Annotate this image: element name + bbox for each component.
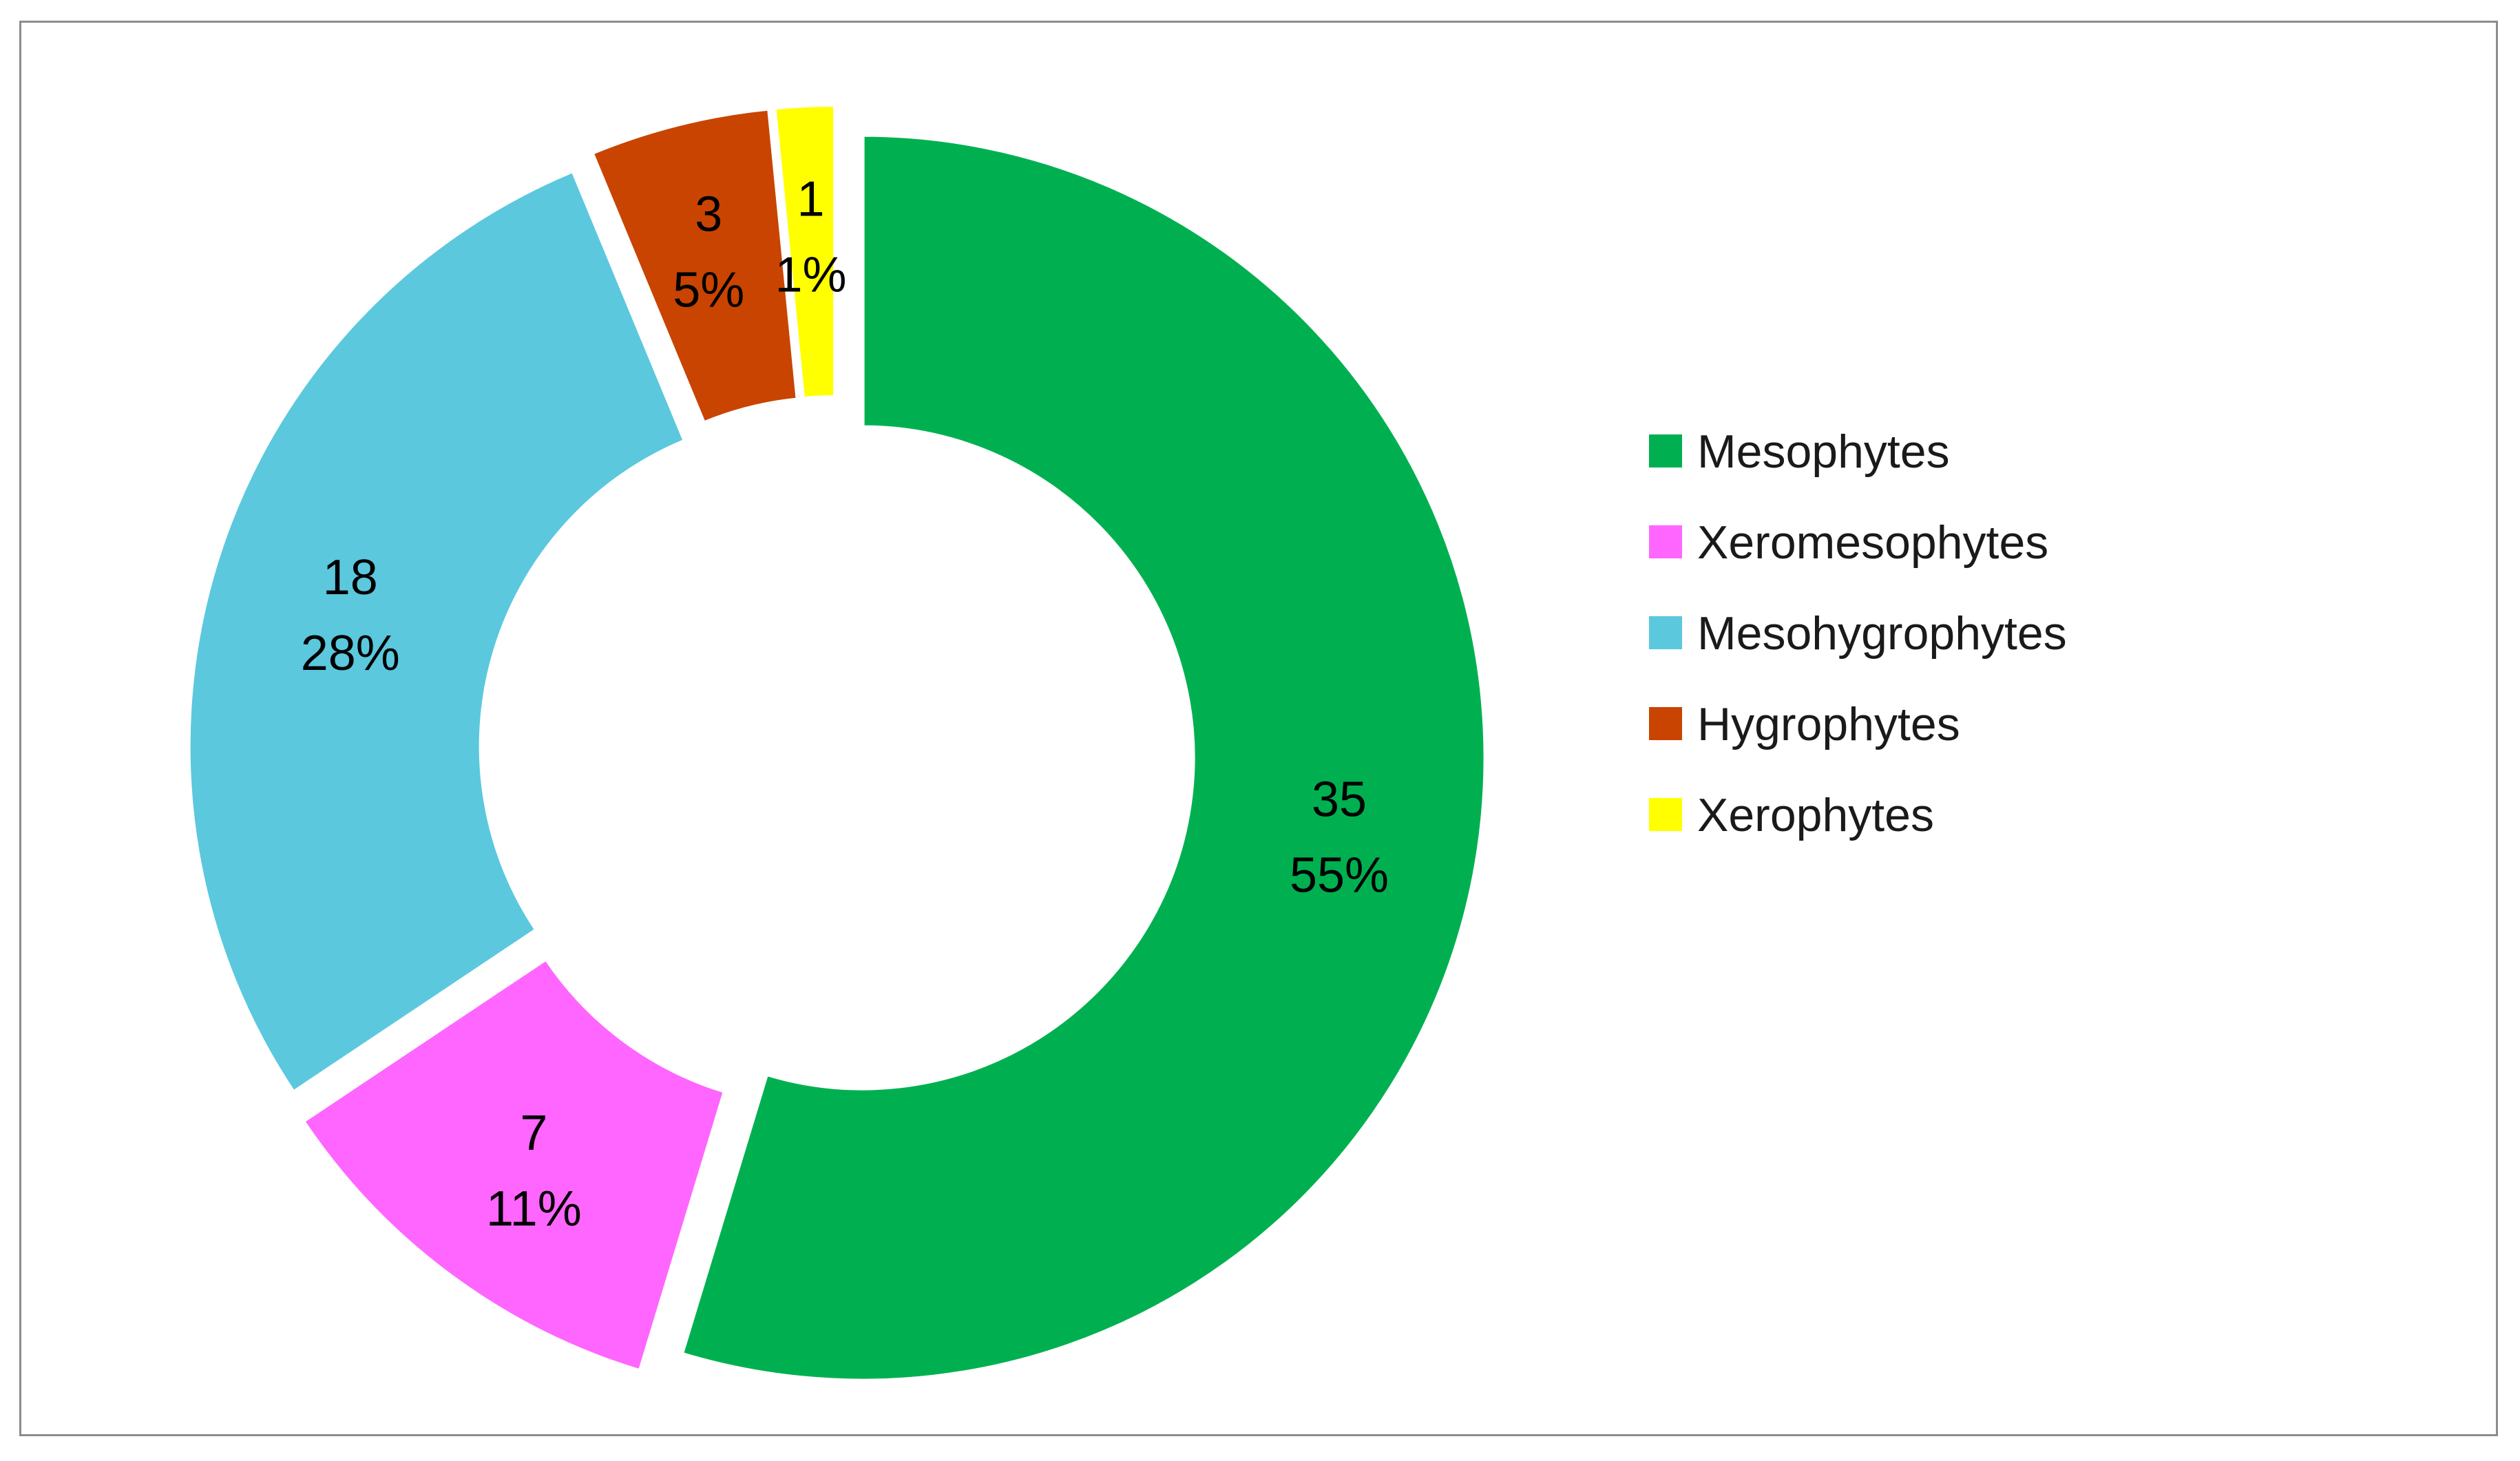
data-label-value-xerophytes: 1 (797, 171, 824, 227)
slice-hygrophytes (589, 106, 800, 426)
data-label-value-mesohygrophytes: 18 (323, 550, 378, 605)
slice-mesohygrophytes (186, 167, 688, 1095)
legend-swatch-hygrophytes (1649, 707, 1682, 740)
slice-xerophytes (772, 103, 838, 401)
legend-swatch-mesophytes (1649, 434, 1682, 467)
legend-label-xeromesophytes: Xeromesophytes (1697, 516, 2048, 569)
data-label-percent-mesohygrophytes: 28% (301, 626, 400, 681)
data-label-percent-hygrophytes: 5% (673, 262, 744, 317)
slice-xeromesophytes (300, 956, 728, 1374)
data-label-percent-mesophytes: 55% (1290, 848, 1389, 903)
data-label-value-xeromesophytes: 7 (520, 1106, 547, 1161)
legend-label-hygrophytes: Hygrophytes (1697, 698, 1960, 750)
donut-slices (186, 103, 1488, 1383)
legend-label-mesophytes: Mesophytes (1697, 425, 1950, 478)
slice-mesophytes (679, 132, 1488, 1383)
data-label-percent-xeromesophytes: 11% (486, 1181, 582, 1237)
legend-swatch-xerophytes (1649, 798, 1682, 831)
data-label-value-hygrophytes: 3 (695, 187, 722, 242)
legend-label-mesohygrophytes: Mesohygrophytes (1697, 607, 2067, 660)
data-label-value-mesophytes: 35 (1312, 772, 1367, 827)
legend-swatch-mesohygrophytes (1649, 616, 1682, 649)
legend-label-xerophytes: Xerophytes (1697, 789, 1934, 841)
legend-swatch-xeromesophytes (1649, 525, 1682, 558)
data-label-percent-xerophytes: 1% (775, 247, 846, 302)
legend: Mesophytes Xeromesophytes Mesohygrophytes H… (1649, 425, 2067, 841)
